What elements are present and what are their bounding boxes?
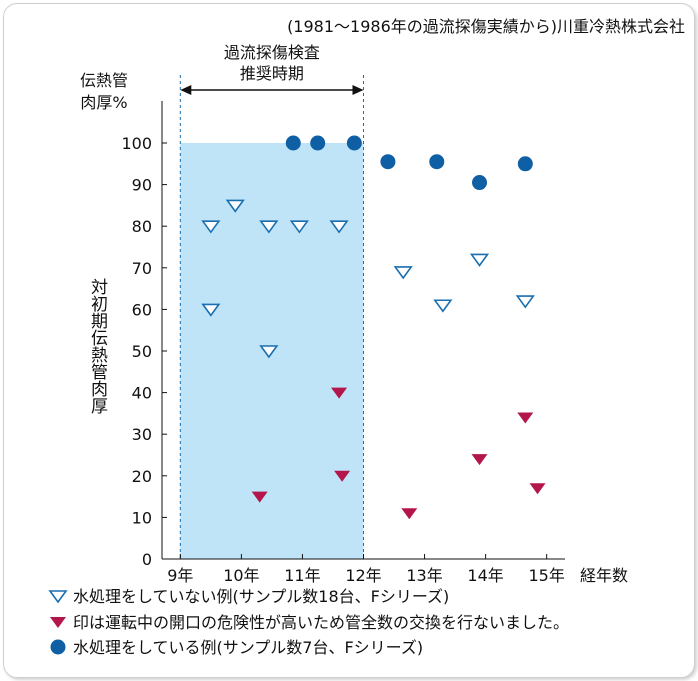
data-point-series-1: [329, 220, 349, 234]
data-point-series-1: [469, 253, 490, 267]
y-unit-label-line1: 伝熱管: [80, 71, 128, 90]
data-point-series-3: [517, 156, 533, 172]
y-tick-label: 40: [132, 384, 152, 403]
y-tick-label: 30: [132, 425, 152, 444]
data-point-series-2: [401, 508, 418, 520]
x-tick-label: 15年: [528, 566, 564, 585]
data-point-series-3: [472, 175, 488, 191]
x-tick-label: 11年: [284, 566, 320, 585]
data-point-series-2: [334, 470, 351, 482]
x-axis-label: 経年数: [580, 566, 628, 585]
y-axis-ticks: 0 10 20 30 40 50 60 70 80 90 100: [121, 134, 167, 569]
y-tick-label: 60: [132, 300, 152, 319]
data-point-series-3: [346, 135, 362, 151]
data-point-series-1: [225, 199, 245, 213]
data-point-series-3: [380, 154, 396, 170]
data-point-series-2: [517, 412, 534, 424]
legend-label-2: 印は運転中の開口の危険性が高いため管全数の交換を行ないました。: [73, 613, 569, 632]
x-tick-label: 10年: [223, 566, 259, 585]
y-tick-label: 70: [132, 259, 152, 278]
legend: 水処理をしていない例(サンプル数18台、Fシリーズ) 印は運転中の開口の危険性が高…: [48, 587, 569, 657]
source-caption: (1981～1986年の過流探傷実績から)川重冷熱株式会社: [287, 17, 685, 36]
data-point-series-2: [331, 387, 348, 399]
data-point-series-1: [201, 303, 221, 317]
x-tick-label: 9年: [167, 566, 193, 585]
legend-marker-3: [50, 639, 66, 655]
data-point-series-3: [429, 154, 445, 170]
data-points: [201, 135, 546, 520]
legend-label-1: 水処理をしていない例(サンプル数18台、Fシリーズ): [73, 587, 449, 606]
y-tick-label: 50: [132, 342, 152, 361]
data-point-series-1: [289, 220, 309, 234]
data-point-series-1: [515, 295, 535, 309]
data-point-series-2: [529, 483, 546, 495]
data-point-series-1: [259, 220, 279, 234]
data-point-series-1: [259, 345, 279, 359]
data-point-series-1: [433, 299, 453, 313]
data-point-series-1: [393, 266, 413, 280]
y-tick-label: 80: [132, 217, 152, 236]
x-tick-label: 12年: [345, 566, 381, 585]
y-unit-label-line2: 肉厚%: [80, 93, 127, 112]
data-point-series-2: [471, 454, 488, 466]
legend-label-3: 水処理をしている例(サンプル数7台、Fシリーズ): [73, 638, 423, 657]
data-point-series-2: [251, 491, 268, 503]
period-label-line1: 過流探傷検査: [224, 43, 320, 62]
y-axis-label: 対初期伝熱管肉厚: [87, 278, 108, 415]
period-label-line2: 推奨時期: [240, 64, 304, 83]
data-point-series-3: [285, 135, 301, 151]
legend-marker-2: [50, 617, 66, 628]
data-point-series-3: [310, 135, 326, 151]
legend-marker-1: [48, 590, 68, 604]
arrow-head-left: [180, 85, 192, 95]
x-tick-label: 14年: [467, 566, 503, 585]
y-tick-label: 10: [132, 508, 152, 527]
data-point-series-1: [201, 220, 221, 234]
y-tick-label: 90: [132, 176, 152, 195]
arrow-head-right: [352, 85, 364, 95]
x-tick-label: 13年: [406, 566, 442, 585]
x-axis-ticks: 9年 10年 11年 12年 13年 14年 15年: [167, 554, 565, 585]
y-tick-label: 20: [132, 467, 152, 486]
y-tick-label: 0: [142, 550, 152, 569]
y-tick-label: 100: [121, 134, 152, 153]
